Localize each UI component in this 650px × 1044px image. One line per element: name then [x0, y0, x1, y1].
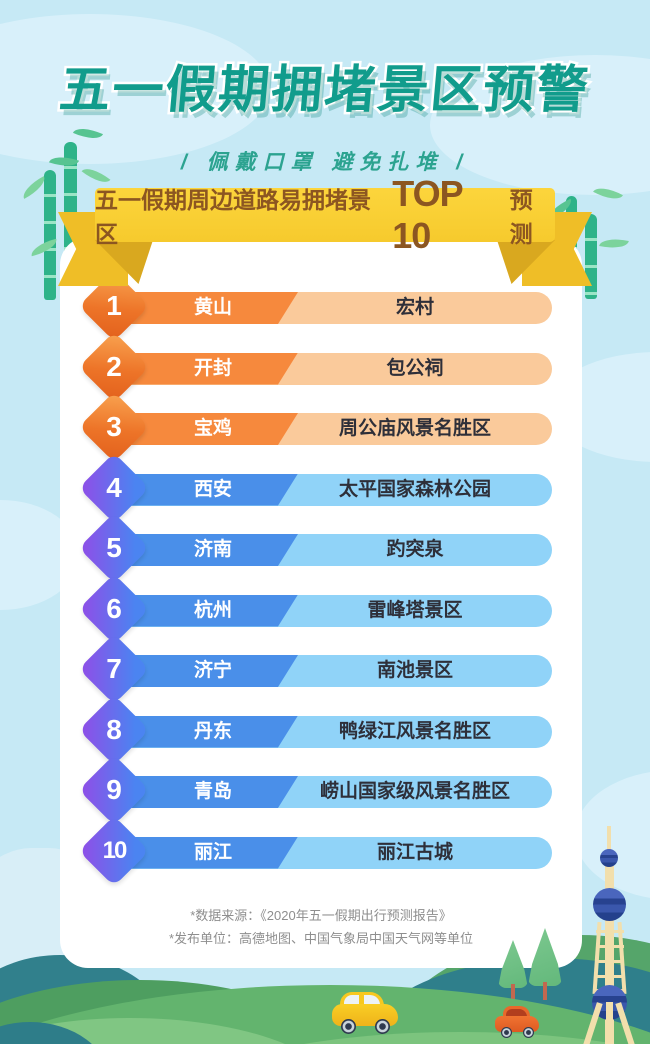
rank-number: 2 [106, 350, 122, 382]
rank-number: 7 [106, 653, 122, 684]
ranking-bar: 济宁 南池景区 [108, 655, 552, 687]
ranking-list: 黄山 宏村 1 开封 包公祠 2 [60, 270, 582, 897]
ranking-row-4: 西安 太平国家森林公园 4 [60, 452, 582, 523]
tower-column [605, 866, 614, 1044]
rank-number: 8 [106, 713, 122, 745]
city-label: 青岛 [193, 781, 232, 802]
rank-badge: 5 [78, 512, 150, 584]
ranking-row-9: 青岛 崂山国家级风景名胜区 9 [60, 754, 582, 826]
page-subtitle: / 佩戴口罩 避免扎堆 / [180, 151, 470, 174]
footnotes: *数据来源：《2020年五一假期出行预测报告》 *发布单位：高德地图、中国气象局… [60, 905, 582, 951]
spot-label: 太平国家森林公园 [338, 478, 491, 500]
city-label: 宝鸡 [193, 418, 232, 439]
city-label: 丹东 [193, 720, 232, 742]
footnote-publisher: *发布单位：高德地图、中国气象局中国天气网等单位 [168, 930, 474, 946]
tower-rung [596, 960, 624, 963]
rank-badge: 9 [78, 754, 150, 826]
pearl-tower-icon [580, 826, 640, 1044]
spot-label: 宏村 [395, 297, 434, 318]
spot-label: 南池景区 [376, 660, 453, 681]
rank-badge: 7 [78, 633, 150, 705]
tower-rung [596, 945, 624, 948]
rank-number: 10 [102, 836, 126, 864]
tower-sphere-small [600, 849, 618, 867]
car-wheel [341, 1019, 356, 1034]
ranking-row-7: 济宁 南池景区 7 [60, 633, 582, 705]
ranking-row-5: 济南 趵突泉 5 [60, 512, 582, 584]
ranking-bar: 宝鸡 周公庙风景名胜区 [108, 413, 552, 445]
rank-number: 5 [106, 532, 122, 563]
tree-canopy [528, 928, 562, 986]
city-label: 济南 [193, 539, 232, 560]
ranking-row-2: 开封 包公祠 2 [60, 331, 582, 402]
spot-label: 崂山国家级风景名胜区 [319, 781, 510, 802]
rank-badge: 3 [78, 391, 150, 463]
ranking-row-3: 宝鸡 周公庙风景名胜区 3 [60, 391, 582, 463]
rank-badge: 10 [78, 815, 150, 886]
city-label: 济宁 [193, 660, 232, 681]
spot-label: 趵突泉 [386, 539, 444, 560]
section-banner: 五一假期周边道路易拥堵景区 TOP 10 预测 [95, 173, 555, 256]
car-pillar [359, 992, 364, 1007]
pine-tree-icon [498, 940, 528, 1000]
ranking-bar: 杭州 雷峰塔景区 [108, 594, 552, 627]
rank-badge: 6 [78, 573, 150, 644]
car-window [506, 1009, 527, 1019]
tree-trunk [511, 984, 515, 1000]
ranking-bar: 青岛 崂山国家级风景名胜区 [108, 776, 552, 808]
spot-label: 雷峰塔景区 [367, 599, 463, 621]
pine-tree-icon [528, 928, 562, 1000]
ranking-bar: 丹东 鸭绿江风景名胜区 [108, 715, 552, 748]
footnote-source: *数据来源：《2020年五一假期出行预测报告》 [190, 908, 452, 923]
ranking-row-1: 黄山 宏村 1 [60, 270, 582, 342]
city-label: 丽江 [193, 841, 232, 863]
yellow-car-icon [332, 992, 398, 1034]
spot-label: 丽江古城 [376, 841, 453, 863]
car-cabin [503, 1006, 530, 1019]
spot-label: 鸭绿江风景名胜区 [338, 720, 491, 742]
bamboo-stalk [585, 214, 597, 299]
tree-trunk [543, 982, 547, 1000]
rank-number: 3 [106, 411, 122, 442]
city-label: 杭州 [193, 599, 232, 621]
ranking-bar: 开封 包公祠 [108, 352, 552, 385]
car-wheel [523, 1027, 534, 1038]
ranking-row-10: 丽江 丽江古城 10 [60, 815, 582, 886]
rank-number: 1 [106, 290, 122, 321]
rank-badge: 2 [78, 331, 150, 402]
bamboo-stalk [44, 170, 56, 300]
tower-antenna [607, 826, 611, 870]
ranking-row-6: 杭州 雷峰塔景区 6 [60, 573, 582, 644]
ranking-bar: 济南 趵突泉 [108, 534, 552, 566]
car-wheel [501, 1027, 512, 1038]
tree-canopy [498, 940, 528, 988]
tower-sphere-big [593, 888, 626, 921]
rank-number: 6 [106, 592, 122, 624]
city-label: 西安 [193, 478, 232, 500]
spot-label: 周公庙风景名胜区 [338, 418, 491, 439]
rank-number: 9 [106, 774, 122, 805]
bamboo-leaf [599, 235, 629, 252]
banner-prefix: 五一假期周边道路易拥堵景区 [95, 187, 371, 247]
ranking-bar: 西安 太平国家森林公园 [108, 473, 552, 506]
orange-car-icon [495, 1006, 539, 1038]
ranking-bar: 黄山 宏村 [108, 292, 552, 324]
spot-label: 包公祠 [386, 357, 444, 379]
rank-number: 4 [106, 471, 122, 503]
page-title: 五一假期拥堵景区预警 [55, 59, 595, 121]
tower-rung [596, 930, 624, 933]
ranking-row-8: 丹东 鸭绿江风景名胜区 8 [60, 694, 582, 765]
banner-highlight: TOP 10 [392, 173, 463, 256]
banner-suffix: 预测 [509, 187, 533, 247]
ranking-bar: 丽江 丽江古城 [108, 836, 552, 869]
ranking-card: 黄山 宏村 1 开封 包公祠 2 [60, 237, 582, 968]
city-label: 开封 [193, 357, 232, 379]
city-label: 黄山 [193, 297, 232, 318]
tower-leg [606, 1002, 613, 1044]
rank-badge: 4 [78, 452, 150, 523]
tower-rung [596, 975, 624, 978]
car-wheel [375, 1019, 390, 1034]
rank-badge: 8 [78, 694, 150, 765]
